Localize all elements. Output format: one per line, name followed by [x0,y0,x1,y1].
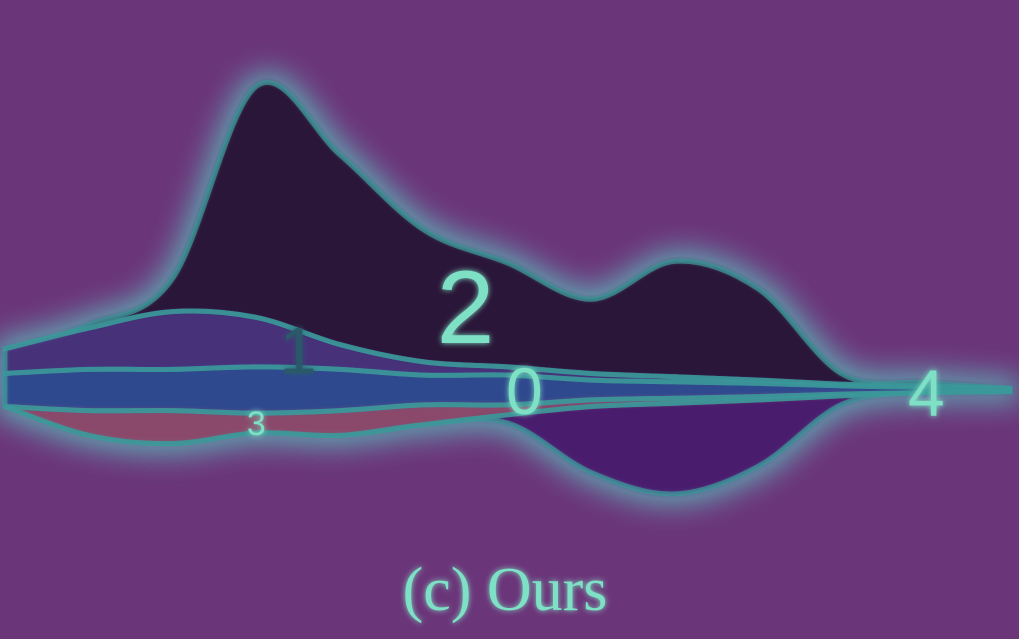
stream-label-4: 4 [908,356,945,430]
stream-layer-4 [5,391,1010,494]
stream-labels: 2 1 0 3 4 [247,250,945,443]
stream-outline-4 [4,388,1013,497]
stream-label-3: 3 [247,405,266,443]
stream-layer-1 [5,310,1010,389]
stream-layer-2 [5,82,1010,389]
stream-label-0: 0 [506,354,543,428]
stream-layer-0 [5,366,1010,414]
stream-outlines [2,80,1013,497]
stream-label-1: 1 [280,313,317,387]
stream-label-2: 2 [437,250,495,366]
figure-caption: (c) Ours [403,556,608,624]
